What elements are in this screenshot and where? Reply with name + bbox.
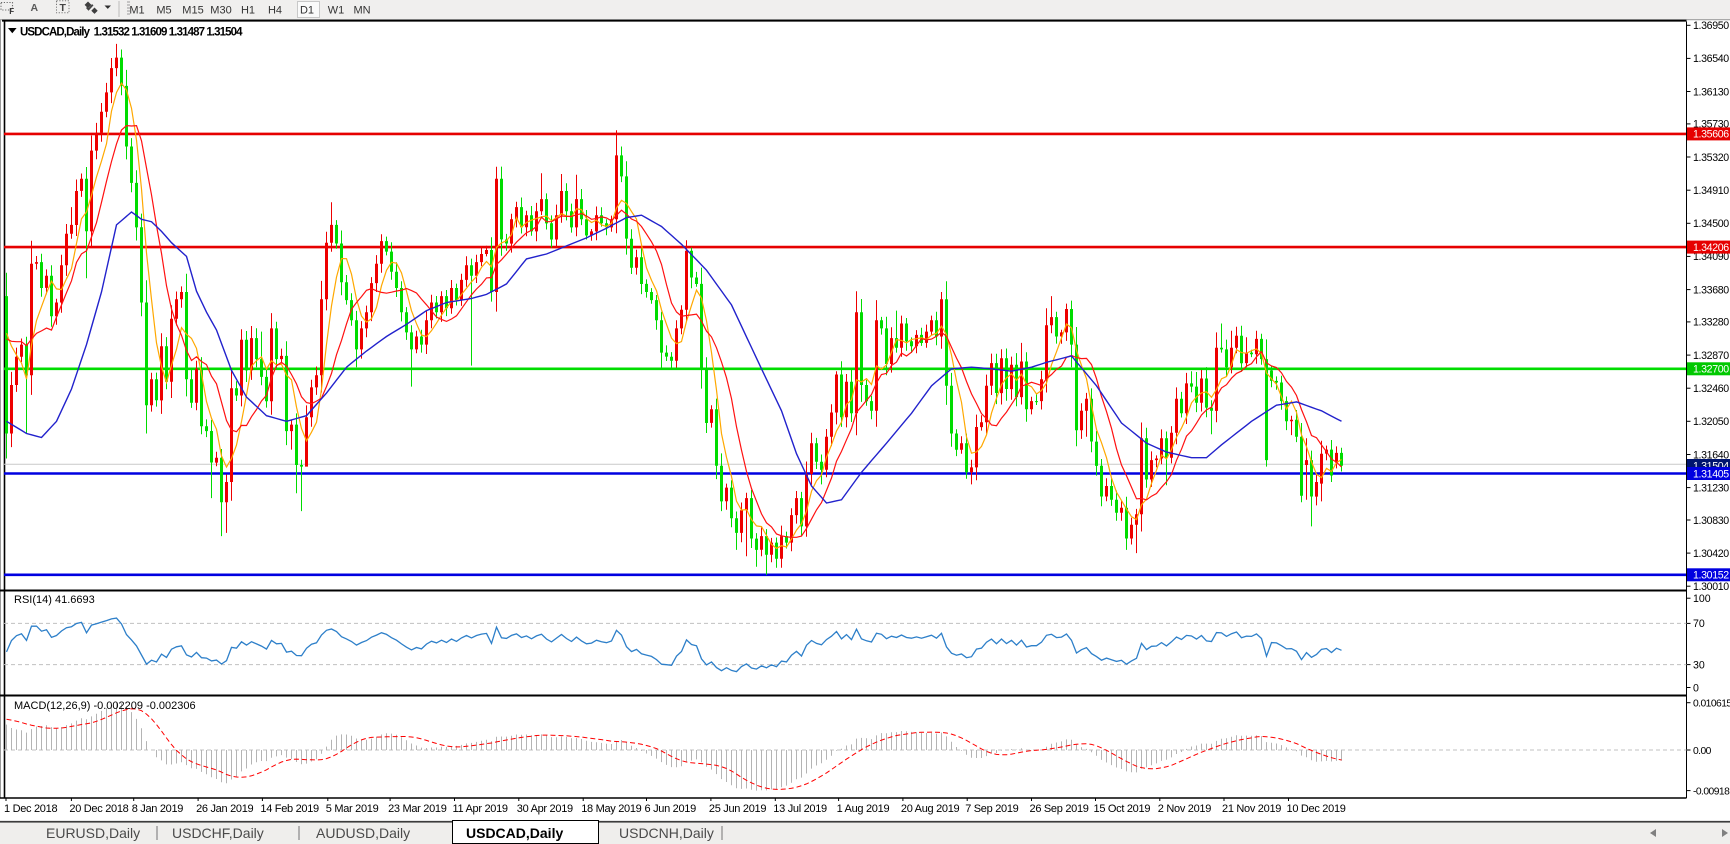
svg-text:1.30152: 1.30152 [1693,570,1729,582]
svg-text:1.32870: 1.32870 [1693,350,1729,362]
svg-text:8 Jan 2019: 8 Jan 2019 [132,803,184,815]
svg-text:26 Jan 2019: 26 Jan 2019 [196,803,253,815]
svg-text:20 Dec 2018: 20 Dec 2018 [69,803,128,815]
svg-text:1 Dec 2018: 1 Dec 2018 [4,803,57,815]
svg-text:USDCAD,Daily: USDCAD,Daily [466,825,563,841]
svg-text:7 Sep 2019: 7 Sep 2019 [965,803,1018,815]
svg-text:T: T [60,2,67,14]
svg-text:1.31230: 1.31230 [1693,482,1729,494]
svg-text:26 Sep 2019: 26 Sep 2019 [1030,803,1089,815]
svg-text:1.34500: 1.34500 [1693,218,1729,230]
svg-text:F: F [9,7,14,16]
svg-text:13 Jul 2019: 13 Jul 2019 [773,803,827,815]
svg-text:1.34910: 1.34910 [1693,185,1729,197]
svg-text:M1: M1 [129,5,144,17]
svg-text:18 May 2019: 18 May 2019 [581,803,641,815]
svg-text:11 Apr 2019: 11 Apr 2019 [453,803,508,815]
svg-text:1.30010: 1.30010 [1693,581,1729,593]
svg-text:15 Oct 2019: 15 Oct 2019 [1094,803,1151,815]
svg-text:USDCAD,Daily 1.31532 1.31609: USDCAD,Daily 1.31532 1.31609 1.31487 1.3… [20,27,243,39]
svg-text:1.32050: 1.32050 [1693,416,1729,428]
svg-text:A: A [31,2,39,14]
svg-text:1 Aug 2019: 1 Aug 2019 [837,803,890,815]
svg-text:30: 30 [1693,659,1705,671]
svg-text:10 Dec 2019: 10 Dec 2019 [1287,803,1346,815]
svg-text:MN: MN [353,5,370,17]
svg-text:M30: M30 [210,5,231,17]
svg-text:0.010615: 0.010615 [1693,699,1730,710]
svg-text:21 Nov 2019: 21 Nov 2019 [1222,803,1281,815]
svg-text:1.36130: 1.36130 [1693,86,1729,98]
svg-text:1.36540: 1.36540 [1693,53,1729,65]
svg-text:100: 100 [1693,593,1711,605]
svg-text:1.31405: 1.31405 [1693,468,1729,480]
svg-text:M15: M15 [182,5,203,17]
svg-text:14 Feb 2019: 14 Feb 2019 [260,803,319,815]
svg-text:1.33280: 1.33280 [1693,317,1729,329]
svg-text:RSI(14) 41.6693: RSI(14) 41.6693 [14,594,95,606]
svg-text:1.32700: 1.32700 [1693,364,1729,376]
svg-text:5 Mar 2019: 5 Mar 2019 [326,803,379,815]
svg-text:1.33680: 1.33680 [1693,284,1729,296]
svg-text:0.00: 0.00 [1693,746,1712,757]
svg-text:1.31640: 1.31640 [1693,449,1729,461]
svg-text:30 Apr 2019: 30 Apr 2019 [517,803,573,815]
svg-text:M5: M5 [156,5,171,17]
svg-text:1.36950: 1.36950 [1693,20,1729,32]
svg-text:AUDUSD,Daily: AUDUSD,Daily [316,825,410,841]
svg-text:H1: H1 [241,5,255,17]
svg-text:6 Jun 2019: 6 Jun 2019 [645,803,697,815]
svg-text:USDCHF,Daily: USDCHF,Daily [172,825,264,841]
svg-text:USDCNH,Daily: USDCNH,Daily [619,825,714,841]
svg-text:1.30420: 1.30420 [1693,548,1729,560]
svg-text:1.30830: 1.30830 [1693,515,1729,527]
svg-text:20 Aug 2019: 20 Aug 2019 [901,803,960,815]
svg-text:2 Nov 2019: 2 Nov 2019 [1158,803,1211,815]
svg-text:D1: D1 [300,5,314,17]
svg-text:1.32460: 1.32460 [1693,383,1729,395]
svg-text:1.34206: 1.34206 [1693,242,1729,254]
svg-text:1.35320: 1.35320 [1693,152,1729,164]
svg-text:W1: W1 [328,5,345,17]
svg-text:0: 0 [1693,682,1699,694]
svg-text:25 Jun 2019: 25 Jun 2019 [709,803,766,815]
svg-text:23 Mar 2019: 23 Mar 2019 [388,803,447,815]
svg-text:EURUSD,Daily: EURUSD,Daily [46,825,140,841]
svg-text:H4: H4 [268,5,282,17]
svg-text:70: 70 [1693,618,1705,630]
svg-text:1.35606: 1.35606 [1693,129,1729,141]
svg-text:MACD(12,26,9) -0.002209 -0.002: MACD(12,26,9) -0.002209 -0.002306 [14,700,196,712]
svg-text:1.34090: 1.34090 [1693,251,1729,263]
